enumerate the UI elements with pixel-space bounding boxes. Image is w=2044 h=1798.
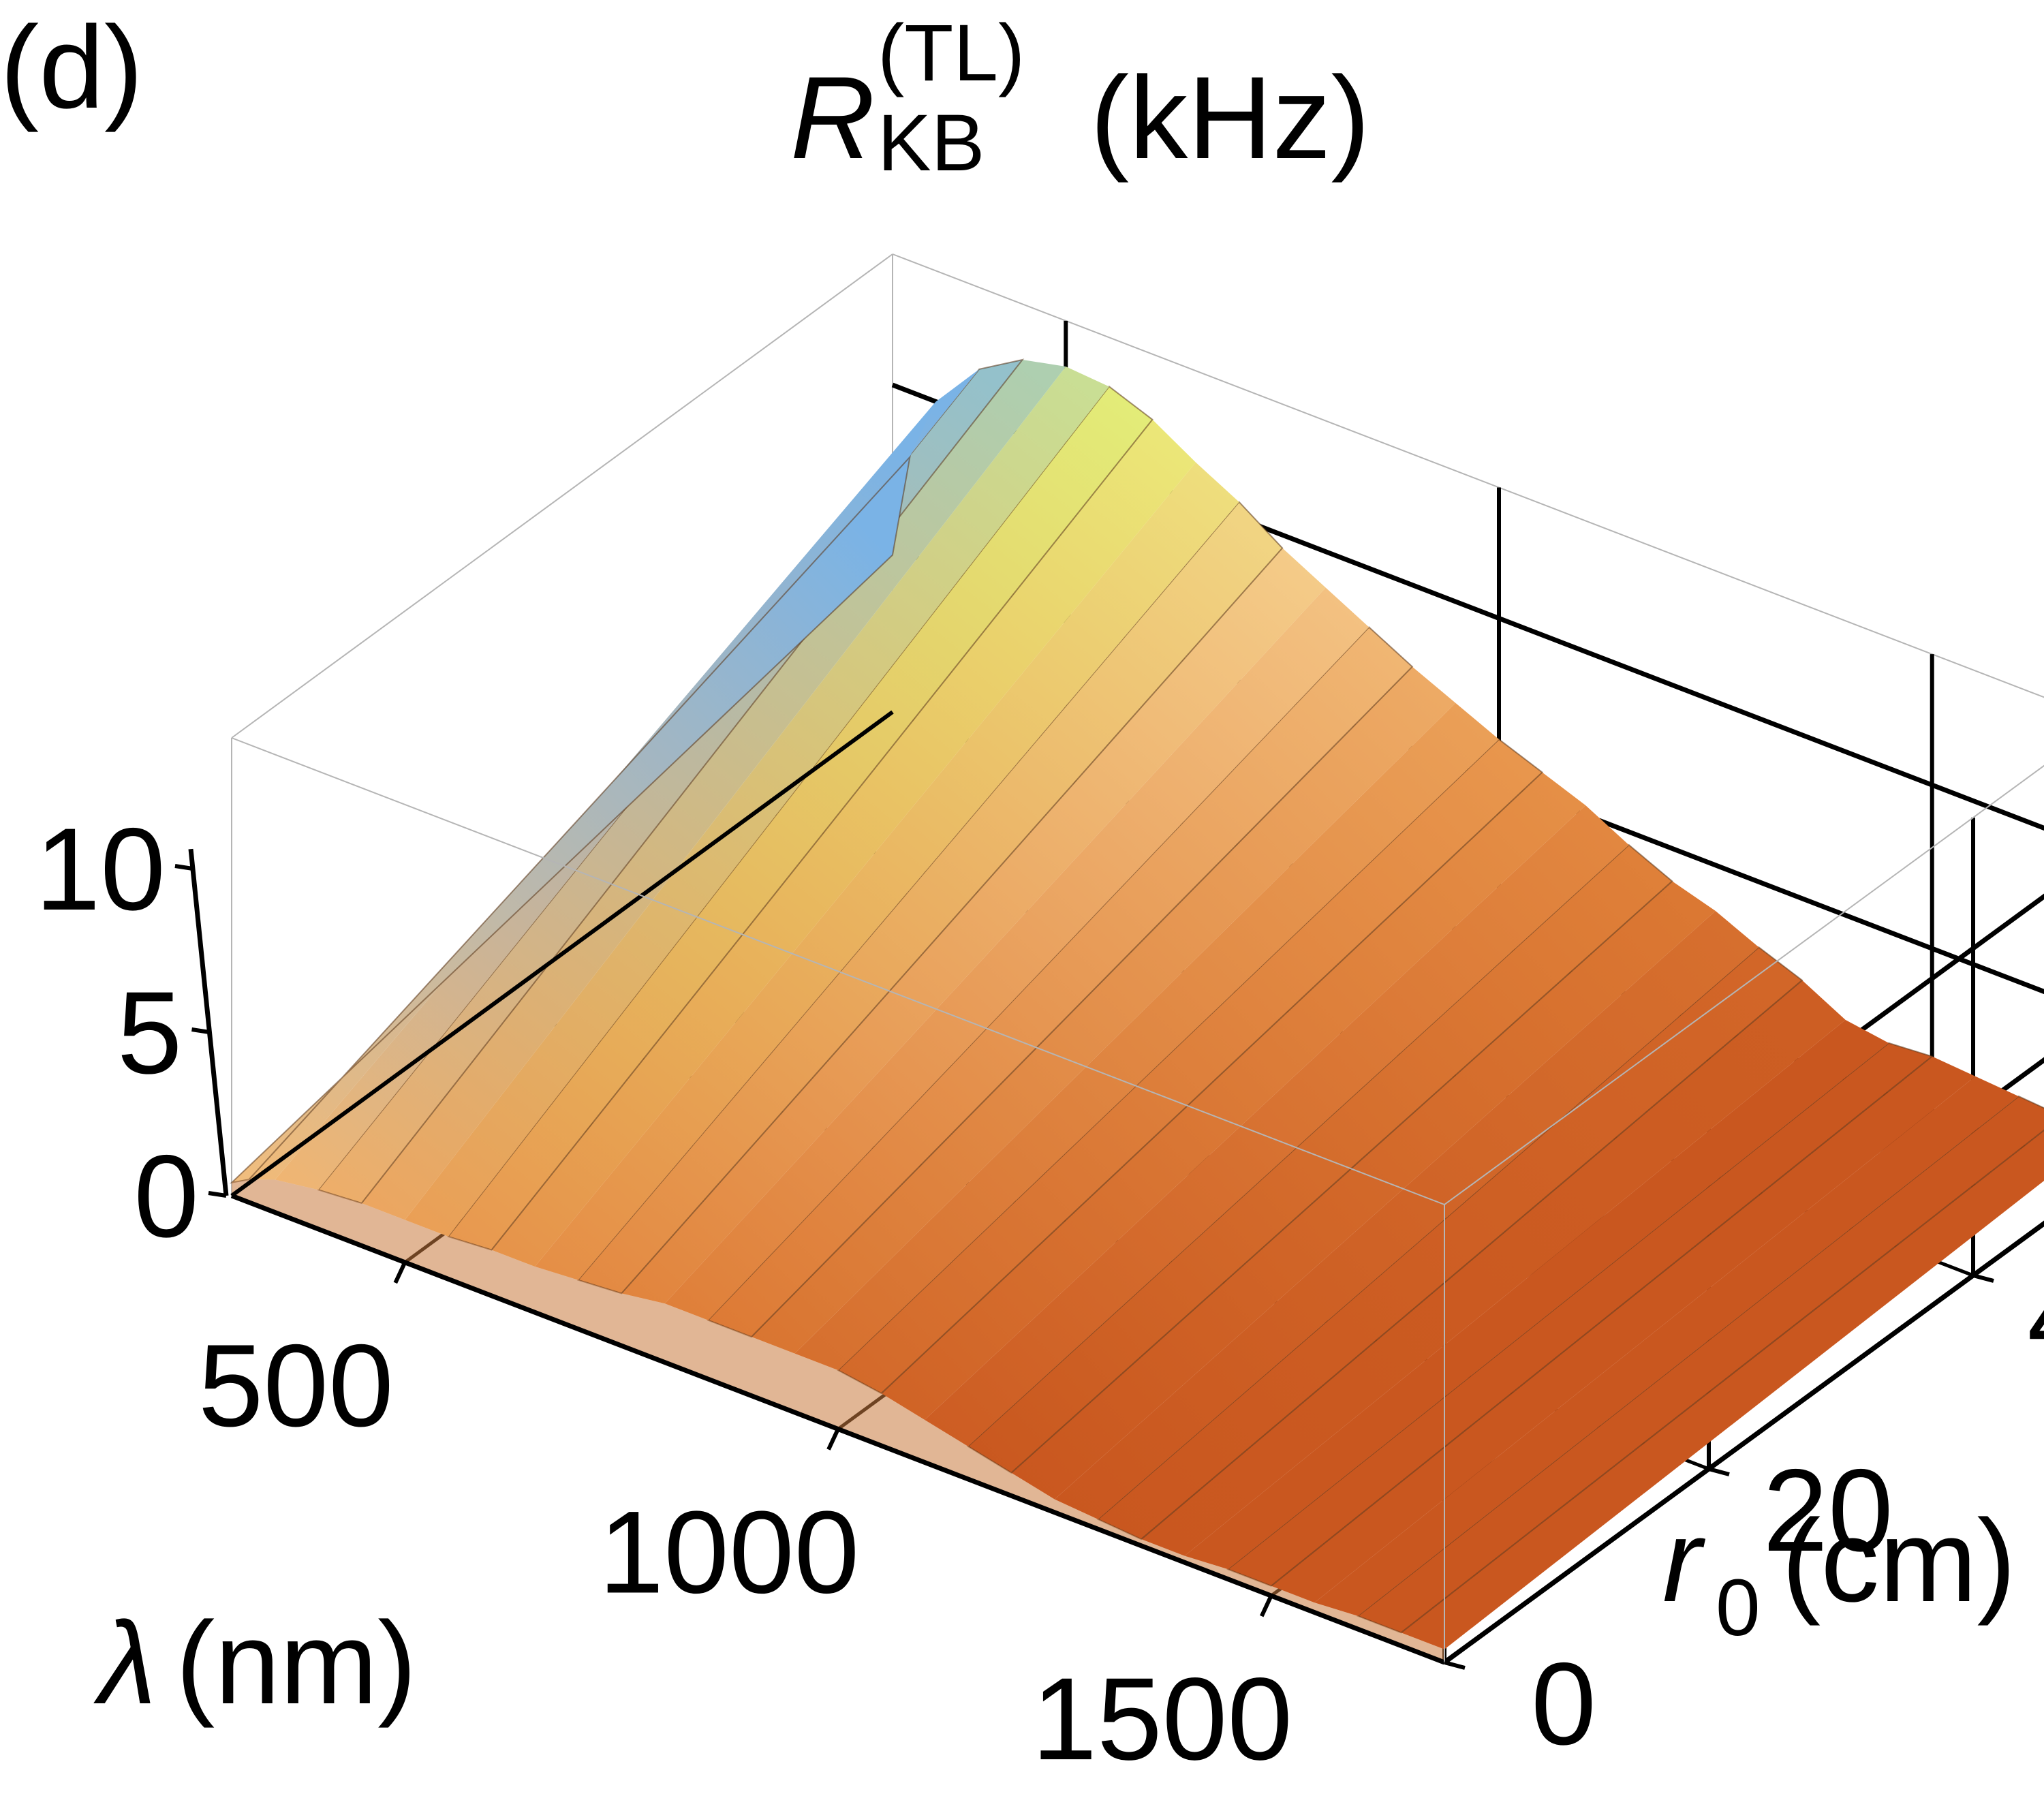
z-axis-tick: [174, 864, 193, 871]
surface-strip: [1054, 911, 1759, 1519]
surface-strip: [229, 454, 912, 1184]
z-axis-symbol: R: [790, 52, 875, 183]
z-tick-label: 0: [134, 1131, 199, 1262]
y-axis-subscript: 0: [1716, 1563, 1761, 1653]
surface-front-edge: [232, 1179, 1444, 1662]
surface-strip: [1141, 980, 1846, 1556]
surface-strip: [491, 419, 1196, 1267]
axis-ticks: 50010001500020400510: [35, 804, 2044, 1784]
y-tick-label: 20: [1763, 1445, 1893, 1576]
panel-label: (d): [0, 2, 143, 133]
surface-strip: [794, 702, 1499, 1371]
surface-strip: [1401, 1130, 2044, 1649]
z-axis-title: R (TL) KB (kHz): [790, 8, 1370, 188]
x-axis-tick: [826, 1428, 840, 1451]
y-axis-tick: [1708, 1467, 1730, 1476]
x-tick-label: 500: [198, 1320, 394, 1451]
surface-strip: [361, 359, 1066, 1220]
surface-strip: [405, 367, 1109, 1237]
surface-strip: [576, 501, 1284, 1295]
box-edge: [231, 737, 1445, 1205]
z-axis-tick: [191, 1027, 210, 1034]
x-axis-tick: [393, 1261, 407, 1284]
surface-strip: [664, 587, 1369, 1320]
x-tick-label: 1000: [599, 1487, 860, 1618]
y-tick-label: 40: [2027, 1252, 2044, 1382]
y-axis-title: r 0 (cm): [1662, 1495, 2016, 1653]
y-axis-tick: [1444, 1660, 1466, 1670]
z-tick-label: 10: [35, 804, 166, 935]
x-axis-unit: (nm): [176, 1598, 417, 1729]
surface-strip: [535, 462, 1239, 1280]
surface-strip: [751, 666, 1456, 1354]
z-axis-superscript: (TL): [878, 8, 1025, 98]
y-axis-tick: [1972, 1273, 1994, 1283]
z-axis-subscript: KB: [878, 98, 985, 188]
z-axis-tick: [208, 1191, 227, 1198]
surface-strip: [1226, 1042, 1934, 1587]
y-tick-label: 0: [1531, 1639, 1596, 1769]
box-edge: [1444, 764, 2044, 1205]
z-axis-unit: (kHz): [1090, 52, 1370, 183]
rate-surface: [229, 358, 2044, 1662]
y-axis-symbol: r: [1662, 1495, 1706, 1626]
surface-strip: [1011, 881, 1716, 1500]
y-axis-line: [1442, 1220, 2044, 1664]
surface-strip: [881, 772, 1586, 1421]
z-tick-label: 5: [117, 967, 183, 1098]
y-axis-unit: (cm): [1782, 1495, 2016, 1626]
box-edge: [230, 710, 894, 1198]
x-tick-label: 1500: [1032, 1654, 1292, 1784]
z-axis-line: [188, 848, 229, 1196]
box-edge: [231, 253, 893, 739]
x-axis-tick: [1259, 1594, 1273, 1617]
surface-strip: [621, 548, 1326, 1304]
surface-strip: [925, 805, 1629, 1446]
surface-strip: [1314, 1076, 2019, 1616]
surface-strip: [1184, 1019, 1889, 1570]
surface-strip: [1271, 1056, 1976, 1603]
x-axis-symbol: λ: [93, 1598, 157, 1729]
x-axis-title: λ (nm): [93, 1598, 417, 1729]
